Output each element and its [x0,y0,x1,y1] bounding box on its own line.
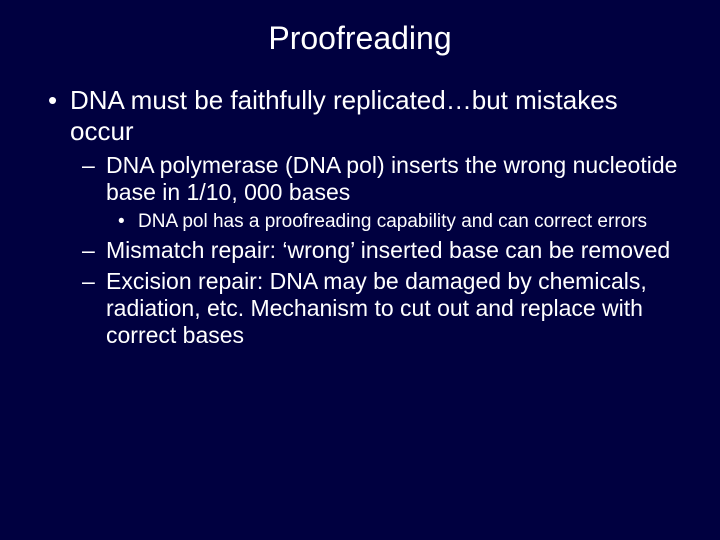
list-item: DNA polymerase (DNA pol) inserts the wro… [70,152,680,233]
slide-title: Proofreading [40,20,680,57]
bullet-list-level2: DNA polymerase (DNA pol) inserts the wro… [70,152,680,349]
list-item: DNA must be faithfully replicated…but mi… [40,85,680,350]
bullet-text: Excision repair: DNA may be damaged by c… [106,268,647,348]
bullet-text: DNA polymerase (DNA pol) inserts the wro… [106,152,677,205]
list-item: Excision repair: DNA may be damaged by c… [70,268,680,349]
list-item: DNA pol has a proofreading capability an… [106,211,680,233]
bullet-text: Mismatch repair: ‘wrong’ inserted base c… [106,237,670,263]
bullet-text: DNA pol has a proofreading capability an… [138,211,647,232]
bullet-list-level1: DNA must be faithfully replicated…but mi… [40,85,680,350]
bullet-text: DNA must be faithfully replicated…but mi… [70,85,618,146]
bullet-list-level3: DNA pol has a proofreading capability an… [106,211,680,233]
list-item: Mismatch repair: ‘wrong’ inserted base c… [70,237,680,264]
